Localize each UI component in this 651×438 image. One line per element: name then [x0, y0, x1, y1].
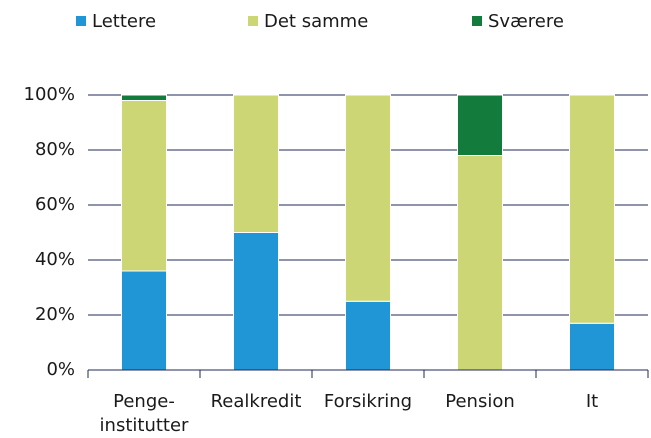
x-tick-label: Realkredit — [210, 391, 302, 412]
legend-label: Det samme — [264, 11, 368, 32]
y-tick-label: 60% — [35, 194, 75, 215]
y-tick-label: 20% — [35, 304, 75, 325]
bar-segment — [569, 322, 615, 371]
bar-segment — [569, 94, 615, 324]
bar-segment — [121, 270, 167, 371]
x-tick-label: Forsikring — [323, 391, 413, 412]
legend-swatch — [472, 16, 482, 26]
bar-segment — [345, 94, 391, 302]
x-tick-label: Pension — [445, 391, 515, 412]
x-tick-label: Penge- institutter — [99, 391, 189, 436]
legend-label: Lettere — [92, 11, 156, 32]
y-tick-label: 0% — [46, 359, 75, 380]
bar-segment — [345, 300, 391, 371]
y-tick-label: 80% — [35, 139, 75, 160]
bar-segment — [233, 232, 279, 371]
x-tick-label: It — [585, 391, 599, 412]
y-tick-label: 40% — [35, 249, 75, 270]
bar-segment — [457, 94, 503, 156]
y-tick-label: 100% — [24, 84, 75, 105]
legend-swatch — [76, 16, 86, 26]
legend-swatch — [248, 16, 258, 26]
bar-segment — [457, 155, 503, 371]
bar-segment — [233, 94, 279, 233]
bar-segment — [121, 94, 167, 101]
bar-segment — [121, 100, 167, 272]
legend-label: Sværere — [488, 11, 564, 32]
